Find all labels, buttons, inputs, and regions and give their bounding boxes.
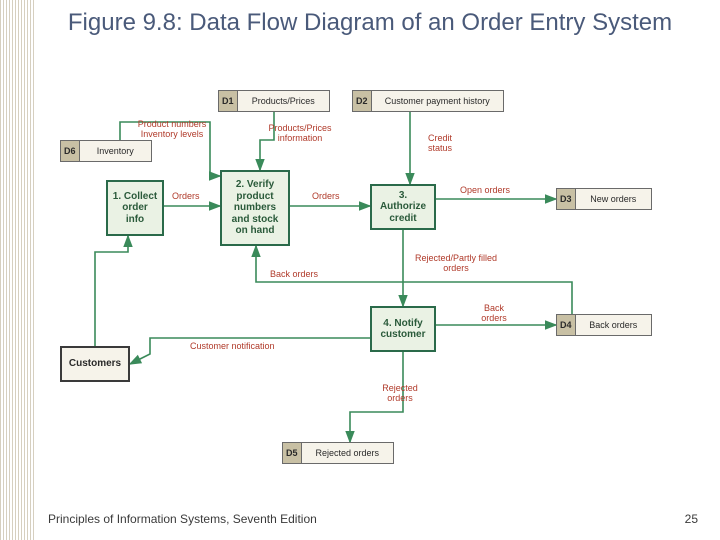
arrow-layer — [60, 82, 680, 482]
datastore-tag: D5 — [283, 443, 302, 463]
datastore-d6: D6 Inventory — [60, 140, 152, 162]
datastore-label: Rejected orders — [302, 448, 393, 458]
datastore-label: New orders — [576, 194, 651, 204]
flow-notification: Customer notification — [190, 342, 275, 352]
datastore-tag: D1 — [219, 91, 238, 111]
flow-back-orders: Back orders — [470, 304, 518, 324]
left-decoration — [0, 0, 36, 540]
datastore-d2: D2 Customer payment history — [352, 90, 504, 112]
datastore-label: Customer payment history — [372, 96, 503, 106]
figure-title: Figure 9.8: Data Flow Diagram of an Orde… — [40, 8, 700, 38]
flow-inventory: Product numbers Inventory levels — [126, 120, 218, 140]
process-1-collect: 1. Collect order info — [106, 180, 164, 236]
datastore-d5: D5 Rejected orders — [282, 442, 394, 464]
flow-credit: Credit status — [416, 134, 464, 154]
datastore-d3: D3 New orders — [556, 188, 652, 210]
dfd-diagram: D6 Inventory D1 Products/Prices D2 Custo… — [60, 82, 680, 482]
flow-rejected: Rejected orders — [370, 384, 430, 404]
external-customers: Customers — [60, 346, 130, 382]
process-4-notify: 4. Notify customer — [370, 306, 436, 352]
datastore-label: Products/Prices — [238, 96, 329, 106]
flow-back-orders-fb: Back orders — [270, 270, 318, 280]
flow-orders-1: Orders — [172, 192, 200, 202]
datastore-tag: D6 — [61, 141, 80, 161]
datastore-tag: D2 — [353, 91, 372, 111]
datastore-d1: D1 Products/Prices — [218, 90, 330, 112]
page-number: 25 — [685, 512, 698, 526]
datastore-tag: D3 — [557, 189, 576, 209]
datastore-label: Inventory — [80, 146, 151, 156]
datastore-d4: D4 Back orders — [556, 314, 652, 336]
footer-text: Principles of Information Systems, Seven… — [48, 512, 317, 526]
flow-orders-2: Orders — [312, 192, 340, 202]
process-2-verify: 2. Verify product numbers and stock on h… — [220, 170, 290, 246]
flow-open-orders: Open orders — [460, 186, 510, 196]
process-3-authorize: 3. Authorize credit — [370, 184, 436, 230]
datastore-tag: D4 — [557, 315, 576, 335]
flow-rejected-partly: Rejected/Partly filled orders — [410, 254, 502, 274]
datastore-label: Back orders — [576, 320, 651, 330]
flow-prices: Products/Prices information — [258, 124, 342, 144]
